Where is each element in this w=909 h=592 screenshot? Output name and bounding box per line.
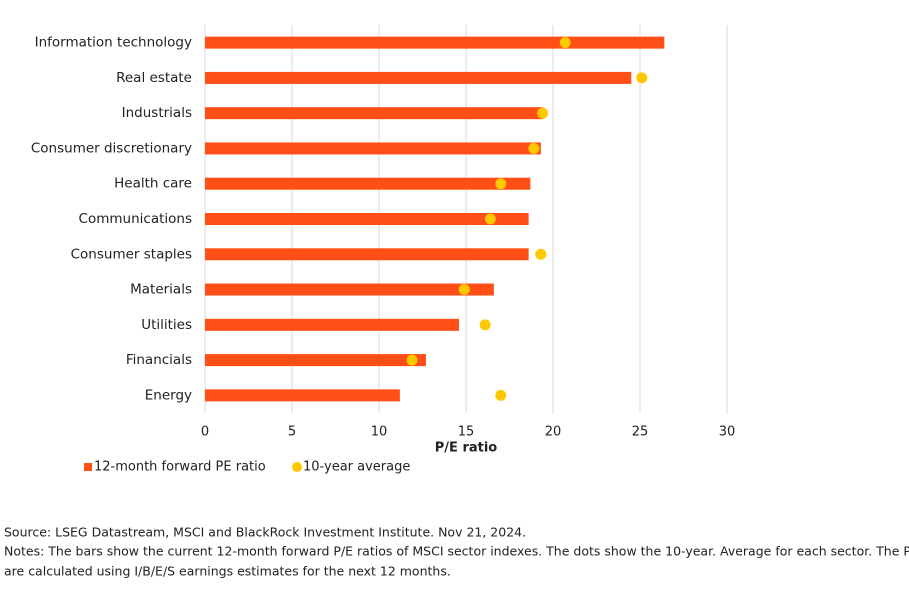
- bar: [205, 177, 531, 190]
- bar: [205, 318, 460, 331]
- bar: [205, 389, 400, 402]
- dot: [406, 354, 418, 366]
- y-tick-label: Financials: [126, 352, 192, 368]
- y-tick-label: Information technology: [35, 35, 192, 51]
- source: Source: LSEG Datastream, MSCI and BlackR…: [4, 525, 526, 540]
- x-tick-label: 20: [545, 425, 562, 440]
- y-tick-label: Consumer staples: [71, 246, 192, 262]
- dot: [479, 319, 491, 331]
- legend-label: 10-year average: [303, 460, 410, 475]
- x-tick-label: 0: [201, 425, 209, 440]
- legend-label: 12-month forward PE ratio: [94, 460, 266, 475]
- dot: [559, 37, 571, 49]
- y-tick-label: Health care: [114, 176, 192, 192]
- y-tick-label: Consumer discretionary: [31, 140, 192, 156]
- x-tick-label: 25: [632, 425, 649, 440]
- legend-marker: [84, 463, 92, 471]
- dot: [535, 248, 547, 260]
- dot: [495, 389, 507, 401]
- x-tick-label: 30: [719, 425, 736, 440]
- y-tick-label: Utilities: [141, 317, 192, 333]
- y-tick-label: Communications: [79, 211, 192, 227]
- bar: [205, 36, 665, 49]
- y-tick-label: Energy: [145, 387, 192, 403]
- bar: [205, 107, 543, 120]
- x-tick-label: 15: [458, 425, 475, 440]
- x-axis-label: P/E ratio: [435, 441, 498, 456]
- dot: [484, 213, 496, 225]
- bar: [205, 354, 426, 367]
- dot: [458, 284, 470, 296]
- dot: [636, 72, 648, 84]
- y-tick-label: Materials: [130, 282, 192, 298]
- x-tick-label: 10: [371, 425, 388, 440]
- bar: [205, 248, 529, 261]
- bar: [205, 71, 632, 84]
- y-tick-label: Industrials: [122, 105, 192, 121]
- dot: [528, 142, 540, 154]
- dot: [537, 107, 549, 119]
- dot: [495, 178, 507, 190]
- legend-marker: [292, 462, 302, 472]
- bar: [205, 142, 541, 155]
- x-tick-label: 5: [288, 425, 296, 440]
- notes: Notes: The bars show the current 12-mont…: [4, 544, 909, 559]
- y-tick-label: Real estate: [116, 70, 192, 86]
- bar: [205, 283, 494, 296]
- notes: are calculated using I/B/E/S earnings es…: [4, 564, 451, 579]
- bar: [205, 213, 529, 225]
